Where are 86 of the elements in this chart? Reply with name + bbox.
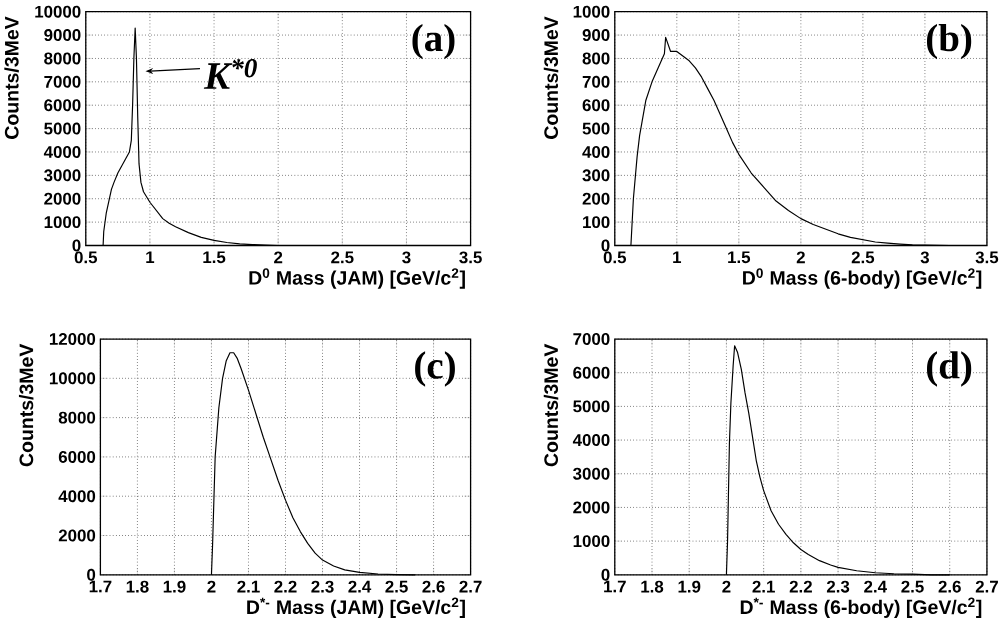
x-tick-label: 2.5 [901, 580, 924, 593]
y-tick-label: 1000 [573, 534, 610, 547]
y-tick-label: 7000 [44, 75, 81, 88]
x-tick-label: 1.9 [163, 580, 186, 593]
y-axis-title: Counts/3MeV [18, 343, 34, 467]
x-tick-label: 1 [146, 251, 155, 263]
x-tick-label: 2.3 [826, 580, 850, 593]
x-tick-label: 2.5 [385, 580, 408, 593]
x-tick-label: 0.5 [74, 251, 98, 264]
x-tick-label: 3 [402, 251, 411, 264]
y-tick-label: 400 [582, 145, 610, 158]
x-tick-label: 1.7 [89, 580, 112, 593]
y-tick-label: 3000 [44, 169, 81, 182]
y-tick-label: 700 [582, 75, 610, 88]
x-axis-title: D$^{*-}$ Mass (JAM) [GeV/c$^{2}$] [247, 597, 465, 618]
y-tick-label: 900 [582, 28, 610, 41]
y-tick-label: 4000 [43, 145, 81, 158]
y-tick-label: 6000 [44, 99, 81, 111]
y-tick-label: 100 [583, 215, 610, 228]
x-tick-label: 2 [722, 580, 731, 593]
x-axis-title: D$^{*-}$ Mass (6-body) [GeV/c$^{2}$] [740, 597, 982, 618]
x-tick-label: 1.5 [728, 251, 751, 263]
x-tick-label: 2 [796, 251, 805, 263]
y-tick-label: 800 [582, 52, 610, 65]
x-tick-label: 2.1 [237, 580, 260, 593]
y-tick-label: 8000 [44, 52, 81, 65]
y-tick-label: 500 [582, 122, 610, 135]
y-axis-title: Counts/3MeV [543, 16, 559, 139]
annotation: (a) [412, 23, 455, 60]
x-tick-label: 2 [207, 580, 216, 593]
y-tick-label: 6000 [58, 450, 96, 463]
y-tick-label: 200 [582, 192, 610, 205]
y-tick-label: 300 [582, 169, 610, 182]
x-tick-label: 2.7 [975, 580, 998, 593]
y-tick-label: 1000 [44, 215, 81, 228]
y-tick-label: 2000 [573, 501, 610, 514]
x-tick-label: 1.5 [203, 251, 226, 263]
y-tick-label: 9000 [44, 28, 81, 41]
y-tick-label: 2000 [58, 529, 96, 542]
x-tick-label: 2.4 [864, 580, 887, 593]
y-tick-label: 1000 [573, 5, 610, 18]
y-tick-label: 4000 [572, 433, 610, 446]
y-tick-label: 0 [72, 239, 81, 252]
y-tick-label: 10000 [49, 372, 96, 385]
x-tick-label: 0.5 [603, 251, 627, 264]
x-tick-label: 2.6 [422, 580, 445, 593]
y-tick-label: 600 [582, 99, 610, 111]
y-axis-title: Counts/3MeV [543, 343, 559, 467]
y-tick-label: 3000 [573, 467, 610, 480]
x-axis-title: D$^{0}$ Mass (6-body) [GeV/c$^{2}$] [743, 268, 982, 289]
annotation: (d) [927, 351, 972, 387]
x-tick-label: 1.8 [641, 580, 664, 593]
x-tick-label: 3.5 [975, 251, 999, 264]
x-tick-label: 2.4 [348, 580, 372, 593]
y-axis-title: Counts/3MeV [4, 16, 19, 139]
x-tick-label: 2.7 [459, 580, 482, 593]
y-tick-label: 5000 [573, 400, 610, 413]
x-tick-label: 1 [673, 251, 682, 263]
x-tick-label: 3.5 [459, 251, 482, 264]
x-tick-label: 1.9 [678, 580, 701, 593]
x-tick-label: 2.1 [752, 580, 775, 593]
x-tick-label: 2.2 [789, 580, 812, 593]
y-tick-label: 6000 [573, 366, 610, 379]
y-tick-label: 8000 [58, 411, 96, 424]
x-tick-label: 2.5 [851, 251, 875, 264]
x-tick-label: 1.8 [126, 580, 149, 593]
x-axis-title: D$^{0}$ Mass (JAM) [GeV/c$^{2}$] [249, 268, 465, 289]
annotation: (b) [927, 23, 972, 60]
x-tick-label: 1.7 [604, 580, 626, 593]
y-tick-label: 4000 [58, 490, 96, 502]
y-tick-label: 10000 [35, 5, 81, 18]
y-tick-label: 0 [87, 568, 96, 581]
x-tick-label: 2.5 [331, 251, 354, 264]
y-tick-label: 2000 [44, 192, 81, 205]
x-tick-label: 2.6 [938, 580, 961, 593]
y-tick-label: 5000 [44, 122, 81, 135]
x-tick-label: 2.2 [274, 580, 297, 593]
y-tick-label: 12000 [49, 332, 96, 345]
annotation: K$^{*0}$ [203, 58, 257, 89]
y-tick-label: 0 [601, 239, 610, 252]
annotation: (c) [415, 351, 455, 387]
y-tick-label: 7000 [573, 332, 610, 345]
x-tick-label: 3 [920, 251, 929, 264]
x-tick-label: 2 [274, 251, 283, 263]
y-tick-label: 0 [601, 568, 610, 581]
x-tick-label: 2.3 [311, 580, 334, 593]
